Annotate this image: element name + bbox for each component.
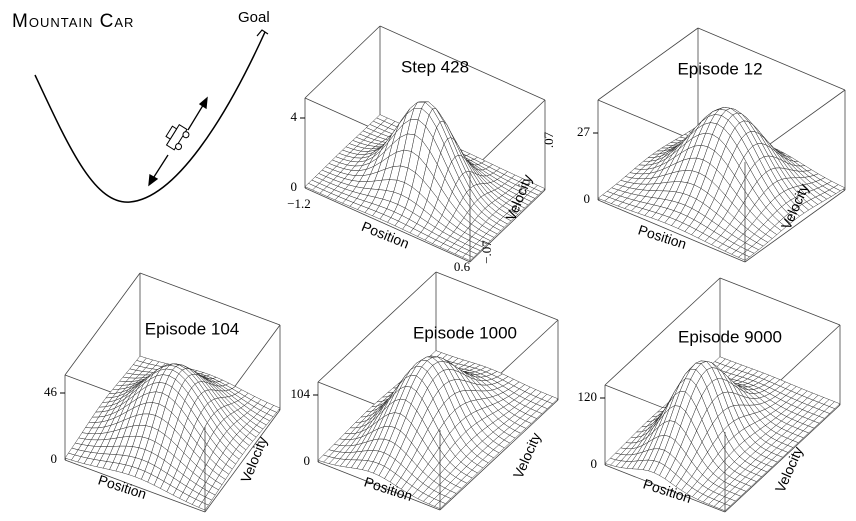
box-edge — [435, 271, 559, 321]
box-edge — [724, 404, 841, 513]
mesh-cell — [737, 253, 750, 261]
surface-plot — [64, 272, 281, 513]
box-edge — [64, 272, 141, 376]
car — [165, 123, 190, 151]
box-edge — [304, 25, 381, 99]
z-tick-label: 0 — [291, 179, 298, 194]
box-edge — [317, 271, 437, 383]
hill-curve — [34, 31, 266, 203]
z-tick-label: 0 — [51, 451, 58, 466]
box-edge — [304, 187, 471, 263]
box-edge — [597, 27, 699, 101]
box-edge — [439, 399, 559, 511]
figure-title: Mountain Car — [12, 11, 134, 32]
box-edge — [604, 277, 721, 386]
panel-title: Episode 12 — [677, 59, 762, 78]
z-tick-label: 120 — [578, 389, 598, 404]
box-edge — [204, 409, 281, 513]
box-edge — [744, 189, 846, 263]
goal-marker — [256, 29, 269, 37]
z-tick-label: 27 — [577, 124, 591, 139]
surface-plot — [604, 277, 841, 513]
box-edge — [597, 199, 746, 263]
surface-plot — [304, 25, 546, 263]
surface-plot — [597, 27, 846, 263]
box-edge — [604, 464, 726, 513]
box-edge — [719, 277, 841, 326]
z-tick-label: 0 — [304, 453, 311, 468]
direction-arrows — [148, 96, 208, 187]
goal-label: Goal — [238, 9, 270, 26]
z-tick-label: 0 — [584, 191, 591, 206]
box-edge — [317, 461, 441, 511]
box-edge — [379, 25, 546, 101]
z-tick-label: 0 — [591, 456, 598, 471]
position-tick-label: 0.6 — [454, 259, 471, 274]
box-edge — [469, 189, 546, 263]
surface-plot — [317, 271, 559, 511]
z-tick-label: 4 — [291, 109, 298, 124]
velocity-tick-label: −.07 — [479, 240, 494, 264]
velocity-tick-label: .07 — [541, 131, 556, 148]
z-tick-label: 46 — [44, 384, 58, 399]
mesh-cell — [462, 253, 474, 261]
panel-title: Episode 9000 — [678, 327, 782, 346]
box-edge — [697, 27, 846, 91]
z-tick-label: 104 — [291, 386, 311, 401]
panel-title: Step 428 — [401, 57, 469, 76]
box-edge — [64, 459, 206, 513]
position-tick-label: −1.2 — [287, 196, 311, 211]
panel-title: Episode 1000 — [413, 323, 517, 342]
box-edge — [139, 272, 281, 326]
mesh-cell — [198, 501, 209, 511]
panel-title: Episode 104 — [145, 319, 240, 338]
